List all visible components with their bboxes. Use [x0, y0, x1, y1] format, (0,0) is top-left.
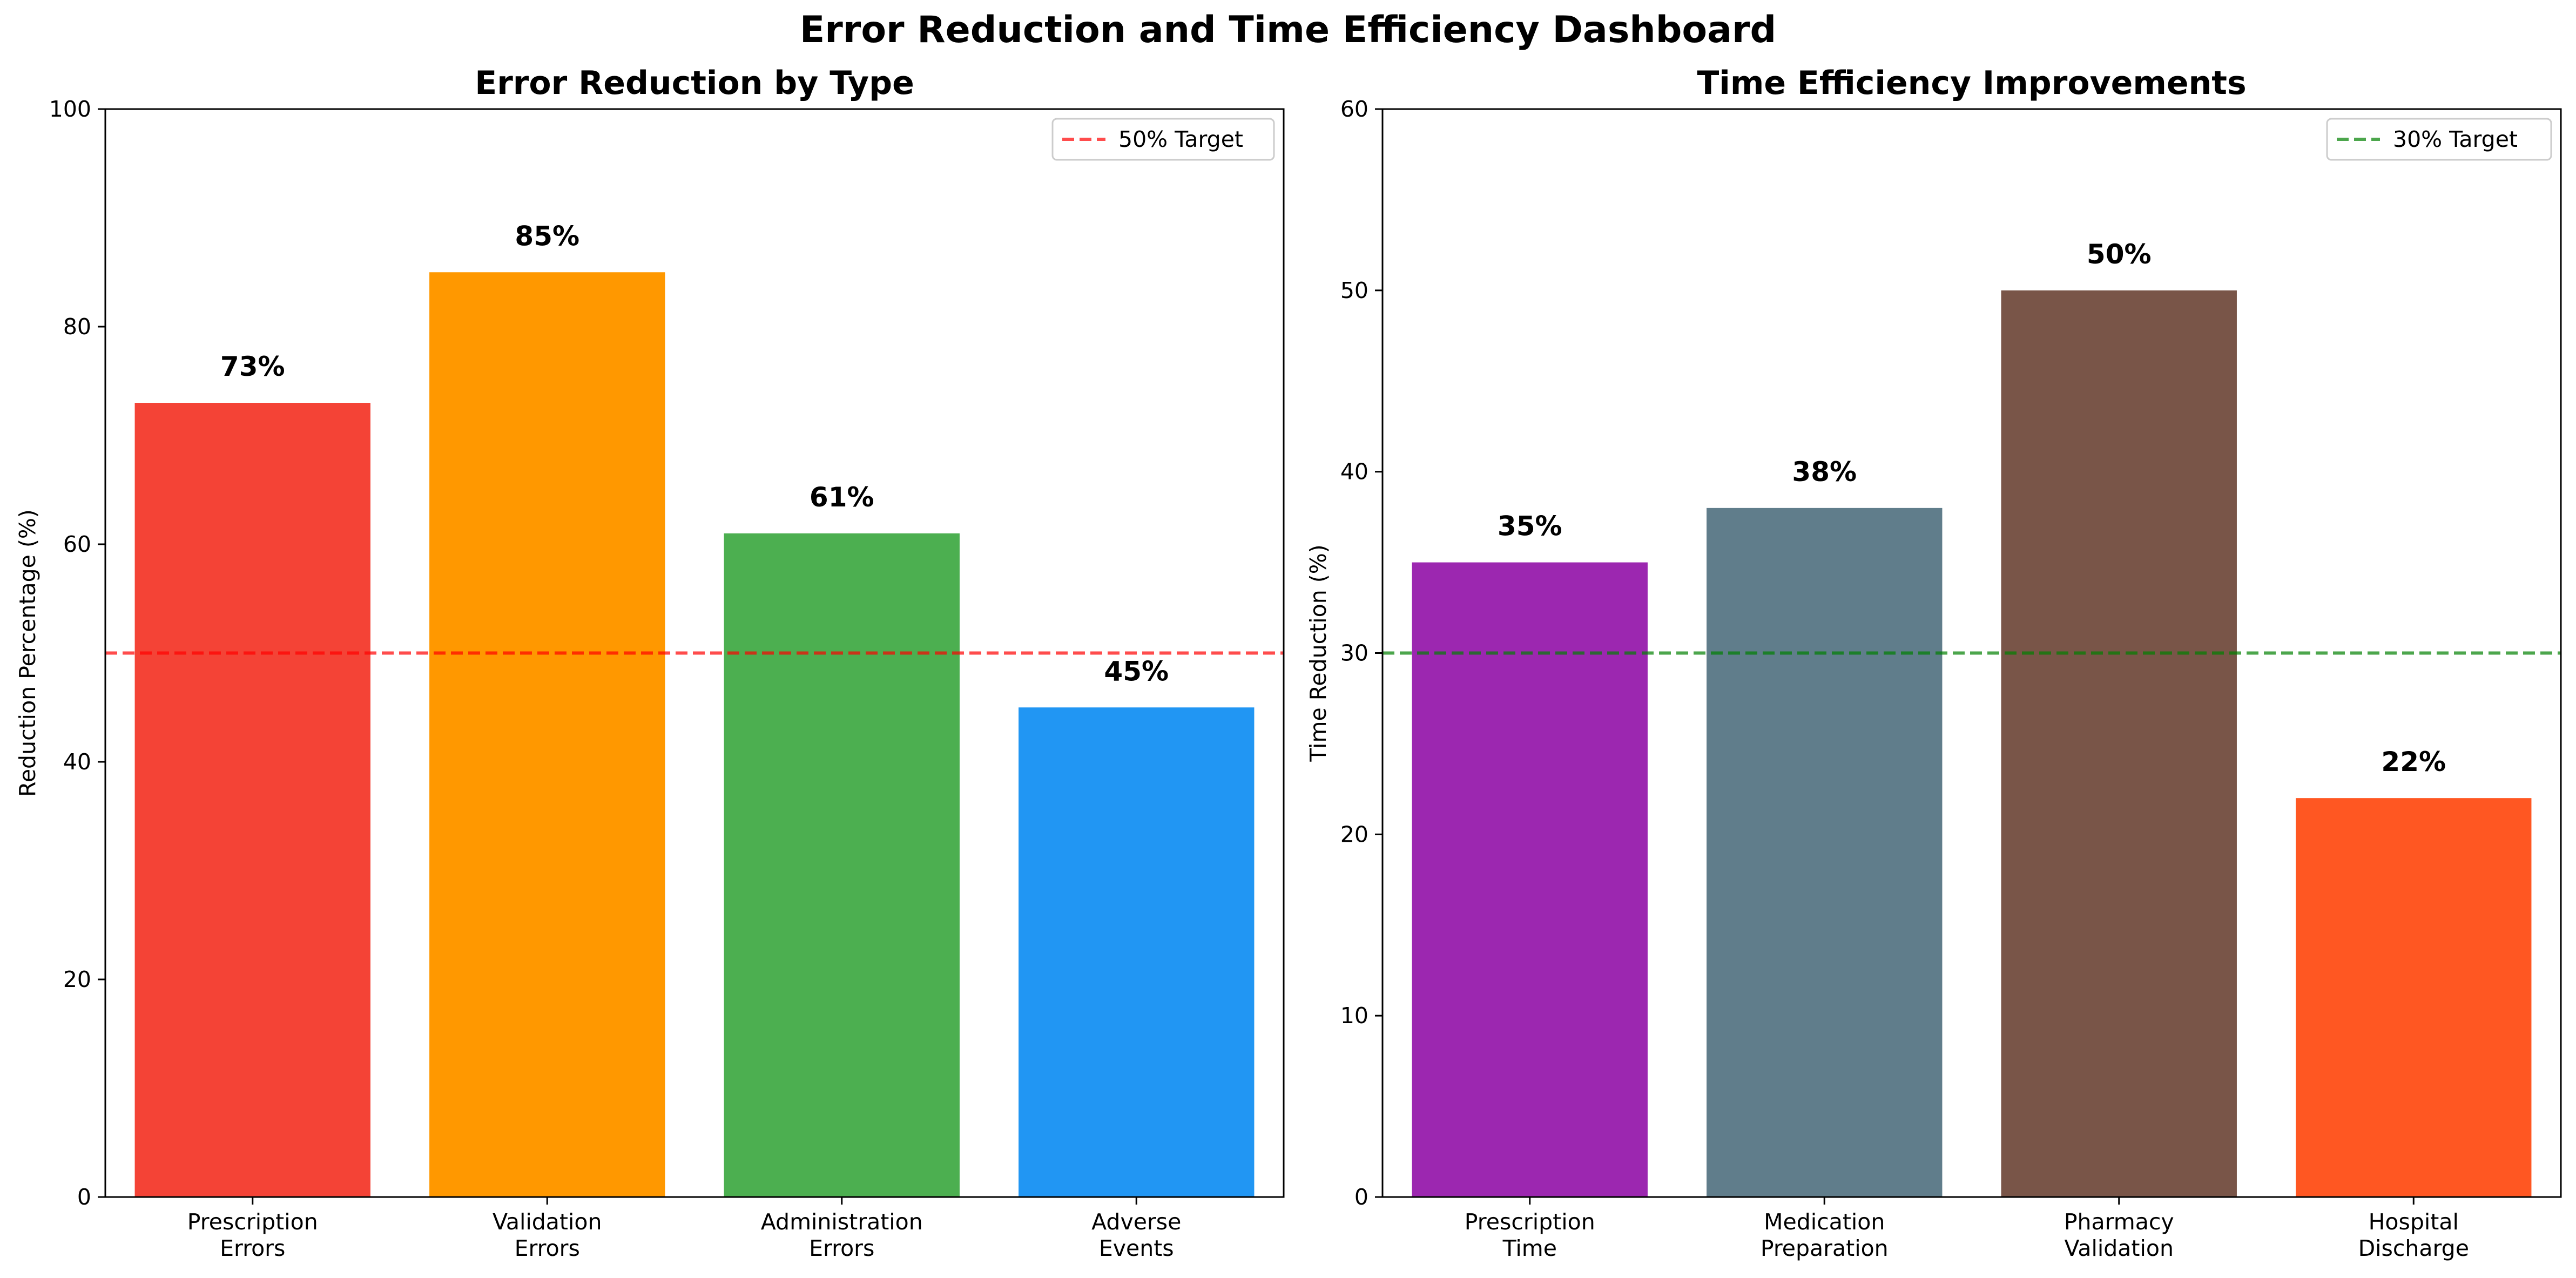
chart-2-bar-value-label-3: 50% — [2087, 239, 2152, 270]
chart-2-legend-box — [2326, 118, 2552, 161]
chart-1-x-tick-label-1-line-1: Prescription — [187, 1209, 318, 1235]
chart-1-y-tick-label-6: 100 — [49, 96, 91, 122]
chart-2-x-tick-label-1: Prescription Time — [1465, 1209, 1595, 1261]
chart-2-y-tick-label-7: 60 — [1340, 96, 1368, 122]
chart-1-y-tick-label-3: 40 — [63, 749, 91, 775]
chart-2-bar-4 — [2296, 798, 2532, 1197]
chart-2-x-tick-label-2-line-2: Preparation — [1761, 1235, 1889, 1261]
chart-2-bar-value-label-4: 22% — [2381, 746, 2446, 777]
chart-2-bar-value-label-1: 35% — [1498, 511, 1562, 542]
chart-2-title: Time Efficiency Improvements — [1697, 64, 2246, 102]
chart-2-x-tick-label-1-line-1: Prescription — [1465, 1209, 1595, 1235]
chart-1-title: Error Reduction by Type — [475, 64, 914, 102]
chart-1-legend-label: 50% Target — [1118, 126, 1243, 152]
chart-1-x-tick-label-1: Prescription Errors — [187, 1209, 318, 1261]
chart-2-y-tick-label-3: 20 — [1340, 821, 1368, 847]
chart-2-x-tick-label-3: Pharmacy Validation — [2064, 1209, 2174, 1261]
chart-2-x-tick-label-2: Medication Preparation — [1761, 1209, 1889, 1261]
chart-2-legend-label: 30% Target — [2393, 126, 2518, 152]
dashboard-title: Error Reduction and Time Efficiency Dash… — [800, 9, 1776, 51]
chart-1-bar-value-label-2: 85% — [515, 220, 579, 252]
chart-2-x-tick-label-2-line-1: Medication — [1764, 1209, 1885, 1235]
chart-2-x-tick-label-4-line-2: Discharge — [2358, 1235, 2469, 1261]
chart-2-x-tick-label-4: Hospital Discharge — [2358, 1209, 2469, 1261]
chart-2-bar-3 — [2001, 290, 2237, 1198]
chart-2-legend: 30% Target — [2326, 118, 2552, 161]
chart-2-x-tick-label-1-line-2: Time — [1502, 1235, 1557, 1261]
chart-1-x-tick-label-4: Adverse Events — [1091, 1209, 1181, 1261]
chart-2-x-tick-label-3-line-2: Validation — [2065, 1235, 2174, 1261]
chart-2-group: Time Efficiency Improvements 35% 38% 50% 22%… — [1305, 64, 2562, 1261]
chart-1-group: Error Reduction by Type 73% 85% 61% 45% 0 20 40… — [15, 64, 1285, 1261]
chart-1-x-tick-label-1-line-2: Errors — [220, 1235, 285, 1261]
chart-1-x-tick-label-3-line-2: Errors — [809, 1235, 874, 1261]
chart-1-y-tick-label-2: 20 — [63, 966, 91, 992]
chart-1-axes-frame — [104, 108, 1285, 1198]
chart-2-bar-1 — [1412, 562, 1648, 1197]
chart-2-y-tick-label-5: 40 — [1340, 459, 1368, 485]
chart-2-bar-value-label-2: 38% — [1792, 456, 1857, 488]
chart-1-y-tick-label-5: 80 — [63, 314, 91, 340]
chart-1-bar-1 — [134, 403, 370, 1197]
chart-1-y-tick-label-4: 60 — [63, 531, 91, 557]
chart-1-bar-value-label-4: 45% — [1104, 655, 1169, 687]
chart-1-x-tick-label-4-line-2: Events — [1099, 1235, 1174, 1261]
chart-2-bar-2 — [1707, 508, 1943, 1198]
chart-1-bar-value-label-1: 73% — [220, 351, 285, 382]
chart-1-y-axis-label: Reduction Percentage (%) — [15, 509, 41, 797]
chart-1-y-tick-label-1: 0 — [77, 1184, 91, 1210]
chart-1-x-tick-label-4-line-1: Adverse — [1091, 1209, 1181, 1235]
chart-2-y-tick-label-6: 50 — [1340, 278, 1368, 303]
chart-2-y-axis-label: Time Reduction (%) — [1305, 544, 1331, 762]
chart-1-bar-value-label-3: 61% — [810, 482, 874, 513]
chart-1-bar-3 — [724, 533, 960, 1197]
chart-1-x-tick-label-2-line-2: Errors — [515, 1235, 580, 1261]
chart-1-bar-4 — [1019, 707, 1255, 1197]
chart-2-y-tick-label-1: 0 — [1354, 1184, 1368, 1210]
chart-1-x-tick-label-3-line-1: Administration — [761, 1209, 923, 1235]
chart-1-bar-2 — [429, 272, 665, 1197]
chart-2-x-tick-label-3-line-1: Pharmacy — [2064, 1209, 2174, 1235]
chart-1-x-tick-label-2-line-1: Validation — [493, 1209, 602, 1235]
chart-2-y-tick-label-4: 30 — [1340, 640, 1368, 666]
chart-1-legend-box — [1051, 118, 1275, 161]
chart-1-x-tick-label-3: Administration Errors — [761, 1209, 923, 1261]
chart-1-legend: 50% Target — [1051, 118, 1275, 161]
chart-1-x-tick-label-2: Validation Errors — [493, 1209, 602, 1261]
chart-2-x-tick-label-4-line-1: Hospital — [2369, 1209, 2459, 1235]
chart-2-y-tick-label-2: 10 — [1340, 1003, 1368, 1029]
